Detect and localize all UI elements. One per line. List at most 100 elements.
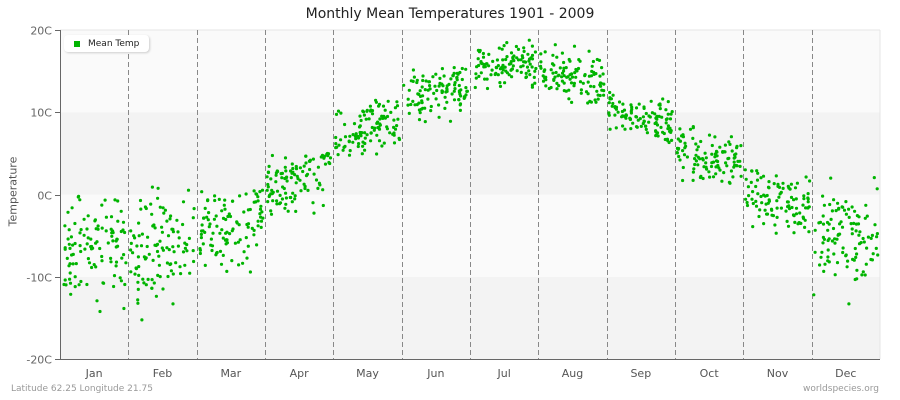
data-point <box>666 139 670 143</box>
data-point <box>122 306 126 311</box>
data-point <box>874 246 878 250</box>
data-point <box>290 162 294 166</box>
data-point <box>539 52 543 56</box>
data-point <box>299 189 303 193</box>
data-point <box>94 241 98 245</box>
data-point <box>512 59 516 63</box>
data-point <box>873 223 877 227</box>
data-point <box>98 309 102 314</box>
data-point <box>92 263 96 267</box>
data-point <box>285 179 289 183</box>
data-point <box>460 77 464 82</box>
data-point <box>421 78 425 83</box>
data-point <box>385 114 390 119</box>
data-point <box>818 263 822 267</box>
data-point <box>557 73 561 77</box>
data-point <box>321 203 325 208</box>
data-point <box>141 277 145 281</box>
data-point <box>83 247 87 251</box>
data-point <box>683 141 687 145</box>
data-point <box>533 81 537 85</box>
data-point <box>301 169 305 174</box>
data-point <box>305 172 310 176</box>
data-point <box>863 273 867 277</box>
data-point <box>151 258 155 262</box>
data-point <box>382 141 386 145</box>
data-point <box>773 223 777 227</box>
data-point <box>775 199 779 203</box>
data-point <box>112 274 117 278</box>
data-point <box>132 234 136 238</box>
data-point <box>380 114 384 118</box>
data-point <box>453 87 457 91</box>
data-point <box>560 51 565 55</box>
data-point <box>258 190 262 194</box>
data-point <box>691 178 695 182</box>
data-point <box>833 241 837 245</box>
data-point <box>86 236 90 240</box>
data-point <box>203 206 207 210</box>
data-point <box>562 66 566 70</box>
data-point <box>152 281 156 285</box>
data-point <box>818 220 823 224</box>
data-point <box>85 282 89 287</box>
x-tick-label: Apr <box>290 367 310 380</box>
data-point <box>275 202 279 206</box>
data-point <box>325 152 329 156</box>
data-point <box>136 301 140 305</box>
data-point <box>357 142 361 146</box>
data-point <box>777 195 781 199</box>
data-point <box>140 232 144 236</box>
data-point <box>775 215 779 219</box>
data-point <box>171 302 175 306</box>
data-point <box>269 212 274 216</box>
data-point <box>490 68 494 72</box>
data-point <box>378 122 382 126</box>
data-point <box>599 81 603 85</box>
data-point <box>114 264 118 268</box>
chart-title: Monthly Mean Temperatures 1901 - 2009 <box>305 6 595 22</box>
data-point <box>69 292 73 296</box>
data-point <box>142 281 146 285</box>
data-point <box>620 115 624 119</box>
data-point <box>533 69 537 73</box>
data-point <box>136 287 140 291</box>
data-point <box>336 109 341 113</box>
data-point <box>407 88 411 92</box>
data-point <box>642 119 646 123</box>
data-point <box>670 138 674 142</box>
data-point <box>665 117 669 121</box>
data-point <box>463 95 467 99</box>
data-point <box>830 239 835 243</box>
data-point <box>642 106 646 110</box>
data-point <box>677 154 681 159</box>
data-point <box>418 111 422 115</box>
data-point <box>280 171 284 175</box>
x-tick-label: Sep <box>630 367 651 380</box>
data-point <box>434 72 438 76</box>
data-point <box>452 66 456 70</box>
data-point <box>120 256 124 260</box>
data-point <box>714 172 718 176</box>
data-point <box>523 60 527 64</box>
data-point <box>359 118 363 123</box>
data-point <box>643 124 648 128</box>
data-point <box>277 202 282 206</box>
data-point <box>67 228 71 232</box>
data-point <box>666 124 671 128</box>
data-point <box>664 121 668 125</box>
data-point <box>586 101 590 105</box>
data-point <box>138 198 143 203</box>
data-point <box>137 273 141 277</box>
data-point <box>110 234 114 238</box>
data-point <box>842 208 847 212</box>
data-point <box>477 74 481 78</box>
data-point <box>252 228 256 232</box>
data-point <box>705 167 709 171</box>
data-point <box>527 59 531 63</box>
data-point <box>246 244 250 248</box>
data-point <box>821 214 825 218</box>
data-point <box>722 150 726 154</box>
data-point <box>520 54 524 58</box>
data-point <box>870 233 875 237</box>
